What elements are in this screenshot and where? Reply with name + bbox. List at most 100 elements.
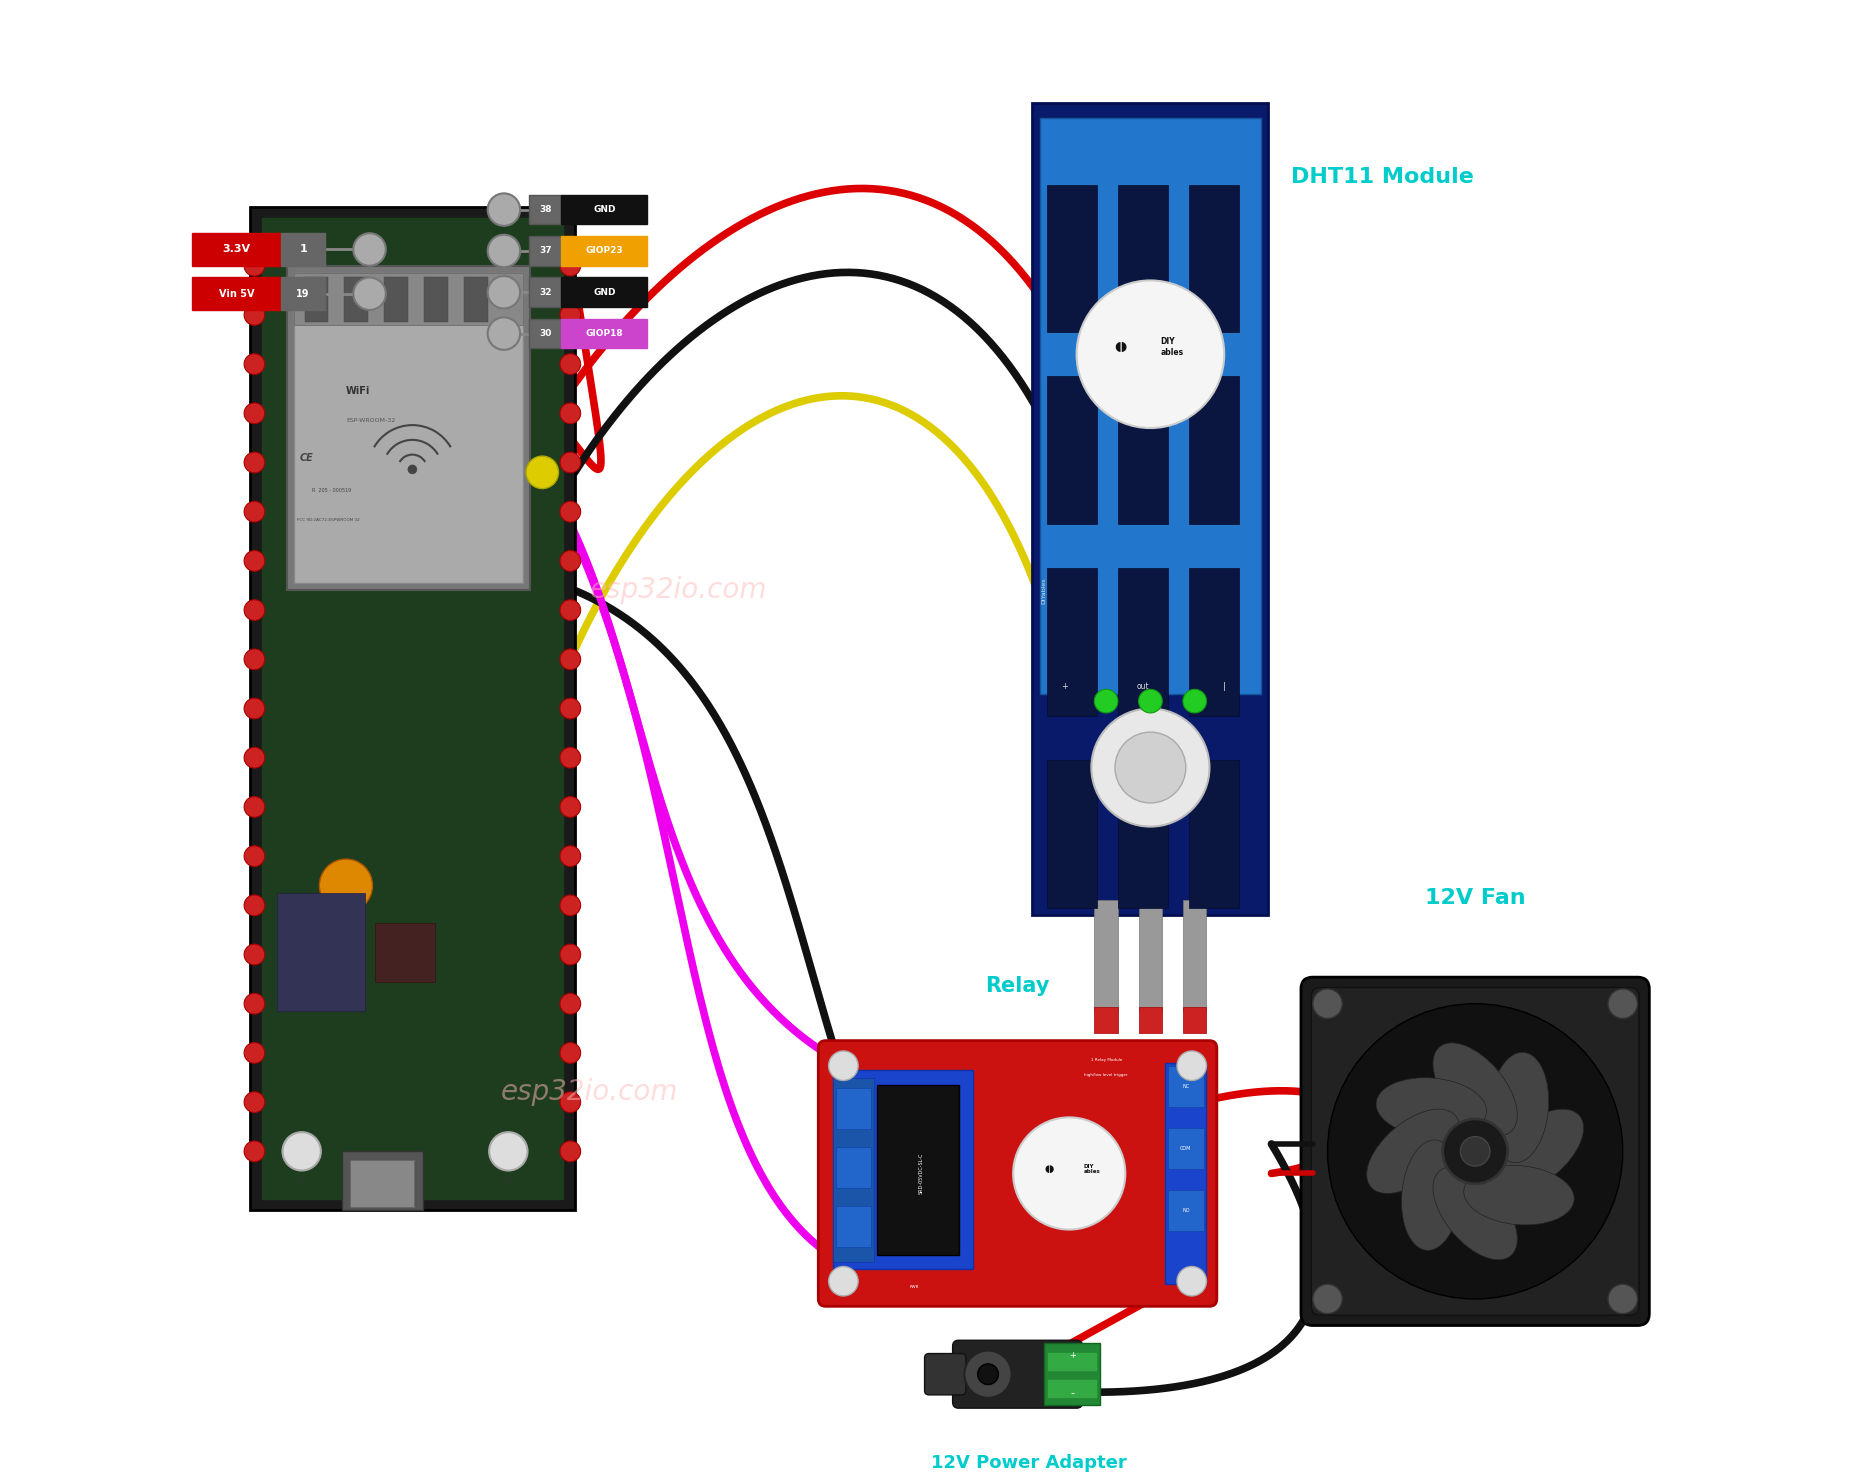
FancyBboxPatch shape <box>351 1159 414 1207</box>
Circle shape <box>243 256 266 276</box>
FancyBboxPatch shape <box>1118 377 1168 524</box>
FancyBboxPatch shape <box>1047 1378 1097 1397</box>
Circle shape <box>409 465 416 474</box>
FancyBboxPatch shape <box>1044 1343 1099 1405</box>
Text: 1: 1 <box>299 245 306 254</box>
Circle shape <box>559 304 581 325</box>
FancyBboxPatch shape <box>832 1078 875 1261</box>
FancyBboxPatch shape <box>293 273 524 325</box>
Circle shape <box>559 403 581 424</box>
Text: ◖◗: ◖◗ <box>1044 1164 1055 1174</box>
FancyBboxPatch shape <box>561 236 646 266</box>
Circle shape <box>828 1052 858 1081</box>
Text: ◖◗: ◖◗ <box>1114 340 1127 353</box>
FancyBboxPatch shape <box>1047 1351 1097 1371</box>
FancyBboxPatch shape <box>836 1205 871 1247</box>
Text: esp32io.com: esp32io.com <box>501 1078 678 1106</box>
Circle shape <box>243 1142 266 1161</box>
Circle shape <box>243 600 266 620</box>
FancyBboxPatch shape <box>529 236 561 266</box>
FancyBboxPatch shape <box>1311 988 1638 1315</box>
FancyBboxPatch shape <box>277 894 366 1012</box>
Circle shape <box>559 944 581 964</box>
Text: R  205 - 000519: R 205 - 000519 <box>312 487 351 492</box>
FancyBboxPatch shape <box>1183 1007 1205 1034</box>
FancyBboxPatch shape <box>1188 569 1239 716</box>
FancyBboxPatch shape <box>1047 761 1097 908</box>
Circle shape <box>243 403 266 424</box>
Text: DIY
ables: DIY ables <box>1161 337 1183 356</box>
Ellipse shape <box>1432 1167 1517 1260</box>
Circle shape <box>243 551 266 572</box>
Ellipse shape <box>1376 1078 1486 1137</box>
FancyBboxPatch shape <box>561 278 646 307</box>
Circle shape <box>243 944 266 964</box>
FancyBboxPatch shape <box>423 278 448 322</box>
Circle shape <box>243 354 266 375</box>
Circle shape <box>487 318 520 350</box>
FancyBboxPatch shape <box>1118 761 1168 908</box>
FancyBboxPatch shape <box>1188 761 1239 908</box>
Circle shape <box>559 648 581 669</box>
FancyBboxPatch shape <box>925 1353 966 1394</box>
Circle shape <box>559 501 581 521</box>
Text: 19: 19 <box>297 288 310 298</box>
FancyBboxPatch shape <box>836 1089 871 1130</box>
Circle shape <box>559 994 581 1015</box>
Circle shape <box>526 456 559 489</box>
Text: GND: GND <box>592 205 615 214</box>
FancyBboxPatch shape <box>251 207 574 1210</box>
Circle shape <box>1326 1004 1621 1298</box>
Text: IO0: IO0 <box>501 1177 514 1185</box>
Circle shape <box>353 278 386 310</box>
Circle shape <box>559 256 581 276</box>
Ellipse shape <box>1489 1109 1582 1193</box>
FancyBboxPatch shape <box>832 1071 973 1269</box>
Circle shape <box>282 1133 321 1170</box>
Text: Relay: Relay <box>984 976 1049 997</box>
Circle shape <box>559 699 581 719</box>
Ellipse shape <box>1463 1165 1573 1224</box>
Text: out: out <box>1136 682 1149 691</box>
Text: C: C <box>299 239 305 248</box>
Circle shape <box>964 1350 1010 1397</box>
Text: NC: NC <box>1181 1084 1188 1089</box>
FancyBboxPatch shape <box>1118 569 1168 716</box>
Text: DIY
ables: DIY ables <box>1083 1164 1099 1174</box>
Circle shape <box>243 796 266 817</box>
Text: CE: CE <box>299 452 312 462</box>
FancyBboxPatch shape <box>193 233 280 266</box>
FancyBboxPatch shape <box>1032 103 1268 916</box>
Text: 32: 32 <box>539 288 552 297</box>
FancyBboxPatch shape <box>1138 901 1162 1012</box>
Circle shape <box>977 1363 997 1384</box>
FancyBboxPatch shape <box>1138 1007 1162 1034</box>
FancyBboxPatch shape <box>193 278 280 310</box>
FancyBboxPatch shape <box>1168 1066 1203 1108</box>
Text: PWR: PWR <box>908 1285 919 1289</box>
Circle shape <box>243 1092 266 1112</box>
Circle shape <box>559 747 581 768</box>
FancyBboxPatch shape <box>877 1086 958 1254</box>
FancyBboxPatch shape <box>529 319 561 349</box>
Circle shape <box>559 452 581 473</box>
Circle shape <box>243 648 266 669</box>
Text: 3.3V: 3.3V <box>223 245 251 254</box>
Circle shape <box>559 1142 581 1161</box>
Text: ESP-WROOM-32: ESP-WROOM-32 <box>345 418 396 424</box>
FancyBboxPatch shape <box>529 278 561 307</box>
Circle shape <box>828 1266 858 1295</box>
FancyBboxPatch shape <box>342 1152 423 1210</box>
FancyBboxPatch shape <box>1047 569 1097 716</box>
FancyBboxPatch shape <box>1164 1063 1205 1284</box>
Circle shape <box>1175 1266 1205 1295</box>
Circle shape <box>319 860 371 913</box>
FancyBboxPatch shape <box>561 195 646 225</box>
Text: DIYables: DIYables <box>1042 578 1045 604</box>
FancyBboxPatch shape <box>1040 118 1261 694</box>
Text: 38: 38 <box>539 205 552 214</box>
Circle shape <box>1094 690 1118 713</box>
Circle shape <box>487 276 520 309</box>
Ellipse shape <box>1432 1043 1517 1136</box>
Circle shape <box>243 846 266 867</box>
